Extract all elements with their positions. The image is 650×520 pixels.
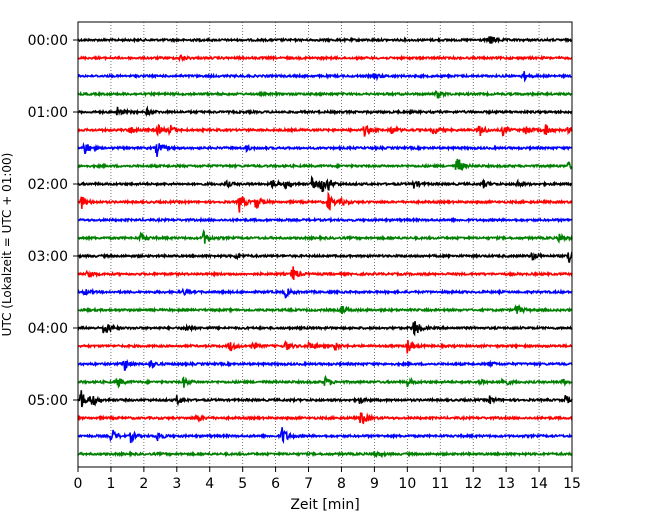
y-axis-label: UTC (Lokalzeit = UTC + 01:00) — [0, 153, 14, 337]
trace-line — [77, 105, 573, 118]
x-tick-label: 11 — [431, 476, 449, 492]
x-tick-label: 6 — [271, 476, 280, 492]
seismic-traces — [77, 36, 573, 459]
y-tick-label: 02:00 — [28, 177, 68, 193]
trace-line — [77, 321, 573, 337]
y-tick-label: 05:00 — [28, 393, 68, 409]
x-tick-label: 12 — [464, 476, 482, 492]
trace-line — [77, 266, 573, 280]
x-axis-label: Zeit [min] — [290, 497, 359, 513]
trace-line — [77, 71, 573, 83]
trace-line — [77, 339, 573, 354]
x-tick-label: 4 — [205, 476, 214, 492]
trace-line — [77, 450, 573, 459]
trace-line — [77, 251, 573, 263]
x-tick-label: 0 — [74, 476, 83, 492]
x-axis: 0 1 2 3 4 5 6 7 8 9 10 11 12 13 14 15 — [74, 467, 581, 492]
y-tick-label: 03:00 — [28, 249, 68, 265]
trace-line — [77, 141, 573, 157]
trace-line — [77, 390, 573, 408]
x-tick-label: 15 — [563, 476, 581, 492]
x-tick-label: 8 — [337, 476, 346, 492]
x-tick-label: 5 — [238, 476, 247, 492]
y-axis: 00:00 01:00 02:00 03:00 04:00 05:00 — [28, 33, 78, 409]
trace-line — [77, 158, 573, 171]
y-tick-label: 00:00 — [28, 33, 68, 49]
trace-line — [77, 374, 573, 389]
trace-line — [77, 216, 573, 224]
trace-line — [77, 36, 573, 44]
trace-line — [77, 303, 573, 315]
x-tick-label: 1 — [106, 476, 115, 492]
trace-line — [77, 54, 573, 63]
x-tick-label: 2 — [139, 476, 148, 492]
trace-line — [77, 90, 573, 100]
x-tick-label: 7 — [304, 476, 313, 492]
trace-line — [77, 228, 573, 244]
trace-line — [77, 190, 573, 213]
x-tick-label: 3 — [172, 476, 181, 492]
y-tick-label: 04:00 — [28, 321, 68, 337]
x-tick-label: 10 — [398, 476, 416, 492]
trace-line — [77, 287, 573, 299]
trace-line — [77, 427, 573, 445]
trace-line — [77, 412, 573, 425]
trace-line — [77, 175, 573, 193]
plot-frame — [77, 21, 573, 468]
trace-line — [77, 358, 573, 371]
grid-lines — [110, 22, 540, 467]
trace-line — [77, 123, 573, 137]
y-tick-label: 01:00 — [28, 105, 68, 121]
x-tick-label: 9 — [370, 476, 379, 492]
x-tick-label: 13 — [497, 476, 515, 492]
x-tick-label: 14 — [530, 476, 548, 492]
